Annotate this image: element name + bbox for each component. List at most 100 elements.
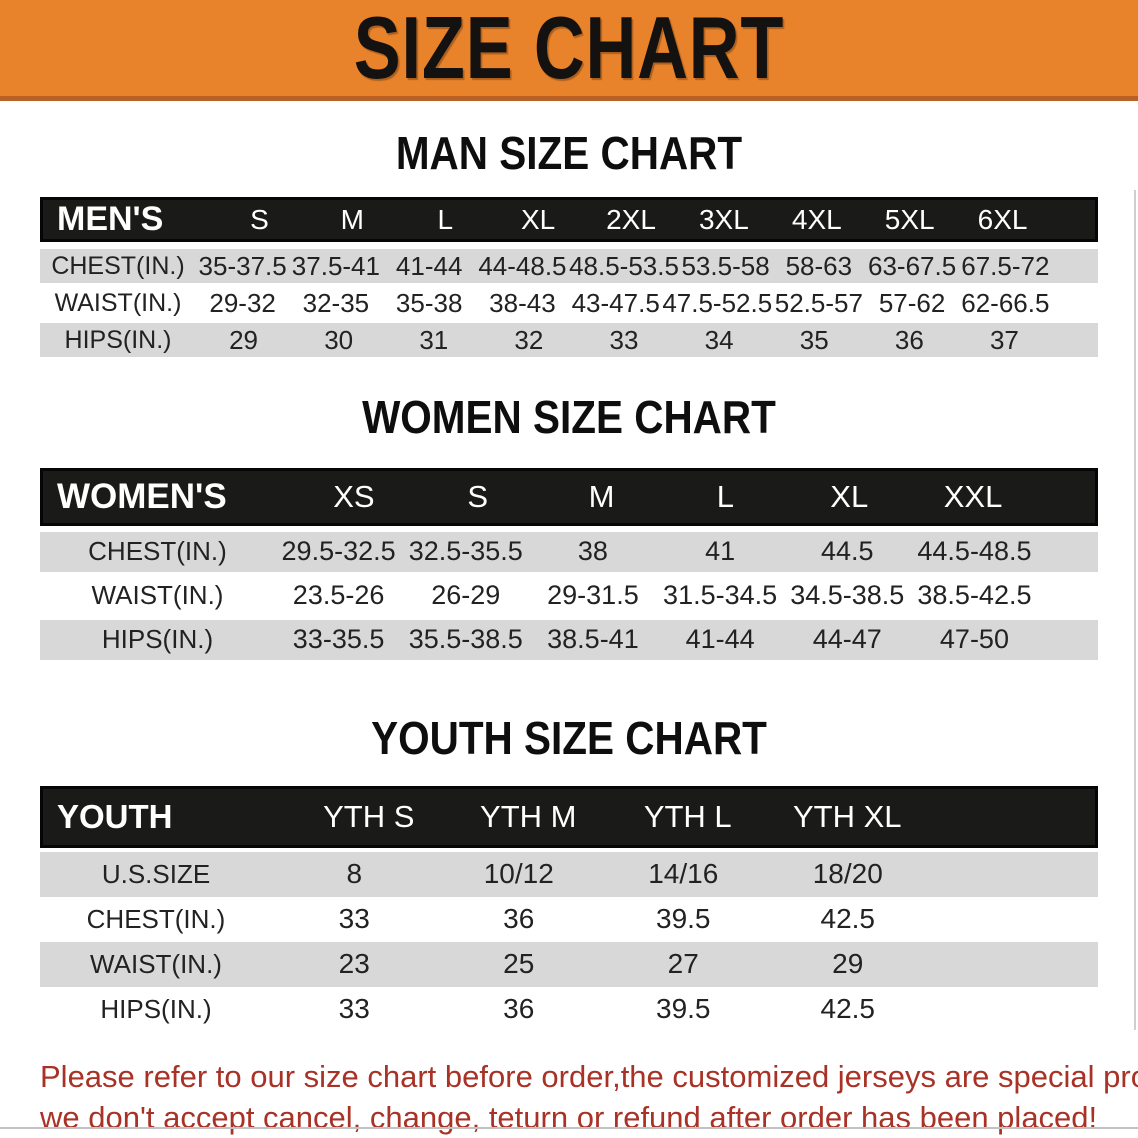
youth-hips-row: HIPS(IN.) 33 36 39.5 42.5: [40, 986, 1098, 1032]
cell: 8: [346, 858, 363, 890]
cell: 32-35: [302, 287, 370, 318]
youth-size-table: YOUTH YTH S YTH M YTH L YTH XL U.S.SIZE …: [40, 785, 1098, 1032]
cell: 67.5-72: [961, 250, 1050, 281]
women-col-header-l: L: [716, 478, 735, 514]
men-col-header-6xl: 6XL: [977, 203, 1028, 235]
cell: 29: [832, 948, 864, 980]
cell: 32.5-35.5: [408, 536, 523, 567]
row-label: WAIST(IN.): [91, 580, 224, 611]
cell: 14/16: [648, 858, 719, 890]
men-col-header-xl: XL: [520, 203, 556, 235]
men-col-header-l: L: [437, 203, 454, 235]
row-label: HIPS(IN.): [101, 624, 214, 655]
cell: 35-38: [395, 287, 463, 318]
row-label: WAIST(IN.): [90, 948, 222, 979]
women-col-header-xl: XL: [830, 478, 869, 514]
youth-ussize-row: U.S.SIZE 8 10/12 14/16 18/20: [40, 851, 1098, 897]
cell: 38-43: [489, 287, 556, 318]
cell: 41-44: [685, 624, 755, 655]
notice-line-1: Please refer to our size chart before or…: [40, 1058, 1138, 1094]
cell: 38.5-41: [547, 624, 639, 655]
right-edge-line: [1134, 190, 1136, 1030]
cell: 32: [514, 324, 544, 355]
cell: 27: [667, 948, 699, 980]
row-label: CHEST(IN.): [51, 251, 185, 280]
cell: 26-29: [431, 580, 501, 611]
women-table-header-row: WOMEN'S XS S M L XL XXL: [40, 467, 1098, 526]
youth-col-header-xl: YTH XL: [792, 798, 902, 834]
banner-title: SIZE CHART: [353, 0, 785, 97]
women-col-header-xxl: XXL: [943, 478, 1003, 514]
youth-table-header-row: YOUTH YTH S YTH M YTH L YTH XL: [40, 785, 1098, 848]
cell: 44-47: [812, 624, 882, 655]
women-heading: WOMEN SIZE CHART: [362, 391, 776, 444]
cell: 35: [799, 324, 829, 355]
cell: 53.5-58: [681, 250, 770, 281]
cell: 38.5-42.5: [917, 580, 1032, 611]
women-waist-row: WAIST(IN.) 23.5-26 26-29 29-31.5 31.5-34…: [40, 575, 1098, 616]
youth-heading: YOUTH SIZE CHART: [371, 711, 767, 764]
men-chest-row: CHEST(IN.) 35-37.5 37.5-41 41-44 44-48.5…: [40, 249, 1098, 284]
cell: 25: [503, 948, 535, 980]
cell: 38: [577, 536, 608, 567]
cell: 36: [503, 993, 535, 1025]
youth-col-header-l: YTH L: [643, 798, 732, 834]
banner: SIZE CHART: [0, 0, 1138, 101]
cell: 42.5: [820, 993, 876, 1025]
cell: 63-67.5: [868, 250, 957, 281]
cell: 23: [338, 948, 370, 980]
cell: 37: [989, 324, 1019, 355]
women-col-header-m: M: [588, 478, 615, 514]
men-col-header-2xl: 2XL: [606, 203, 656, 235]
cell: 18/20: [812, 858, 883, 890]
cell: 29-31.5: [547, 580, 639, 611]
cell: 57-62: [878, 287, 946, 318]
cell: 10/12: [483, 858, 554, 890]
men-waist-row: WAIST(IN.) 29-32 32-35 35-38 38-43 43-47…: [40, 286, 1098, 321]
cell: 43-47.5: [571, 287, 660, 318]
cell: 47.5-52.5: [662, 287, 773, 318]
row-label: HIPS(IN.): [64, 325, 172, 354]
youth-table-title: YOUTH: [57, 797, 173, 835]
men-col-header-4xl: 4XL: [791, 203, 842, 235]
cell: 62-66.5: [961, 287, 1050, 318]
cell: 36: [894, 324, 924, 355]
men-heading: MAN SIZE CHART: [395, 127, 743, 179]
men-col-header-5xl: 5XL: [884, 203, 935, 235]
women-col-header-s: S: [467, 478, 489, 514]
cell: 23.5-26: [292, 580, 385, 611]
cell: 31: [419, 324, 449, 355]
women-size-table: WOMEN'S XS S M L XL XXL CHEST(IN.) 29.5-…: [40, 467, 1098, 660]
women-col-header-xs: XS: [333, 478, 375, 514]
cell: 44-48.5: [478, 250, 567, 281]
men-col-header-m: M: [340, 203, 364, 235]
cell: 29-32: [209, 287, 276, 318]
men-table-header-row: MEN'S S M L XL 2XL 3XL 4XL 5XL 6XL: [40, 197, 1098, 243]
cell: 30: [324, 324, 354, 355]
men-hips-row: HIPS(IN.) 29 30 31 32 33 34 35 36 37: [40, 323, 1098, 358]
row-label: WAIST(IN.): [54, 288, 182, 317]
notice-line-2: we don't accept cancel, change, teturn o…: [40, 1099, 1098, 1135]
cell: 41-44: [395, 250, 463, 281]
men-section: MAN SIZE CHART MEN'S S M L XL 2XL 3XL 4X…: [0, 101, 1138, 358]
cell: 39.5: [656, 903, 711, 935]
cell: 34: [704, 324, 734, 355]
men-col-header-s: S: [250, 203, 269, 235]
cell: 39.5: [656, 993, 711, 1025]
cell: 58-63: [785, 250, 853, 281]
cell: 34.5-38.5: [790, 580, 905, 611]
row-label: CHEST(IN.): [88, 536, 227, 567]
cell: 47-50: [939, 624, 1009, 655]
row-label: U.S.SIZE: [101, 858, 211, 889]
youth-chest-row: CHEST(IN.) 33 36 39.5 42.5: [40, 896, 1098, 942]
women-hips-row: HIPS(IN.) 33-35.5 35.5-38.5 38.5-41 41-4…: [40, 619, 1098, 660]
cell: 52.5-57: [774, 287, 863, 318]
youth-col-header-m: YTH M: [480, 798, 577, 834]
cell: 33: [338, 903, 370, 935]
cell: 33-35.5: [292, 624, 385, 655]
bottom-edge-line: [0, 1127, 1138, 1129]
youth-waist-row: WAIST(IN.) 23 25 27 29: [40, 941, 1098, 987]
row-label: HIPS(IN.): [100, 993, 212, 1024]
men-table-title: MEN'S: [57, 200, 164, 239]
cell: 48.5-53.5: [569, 250, 679, 281]
